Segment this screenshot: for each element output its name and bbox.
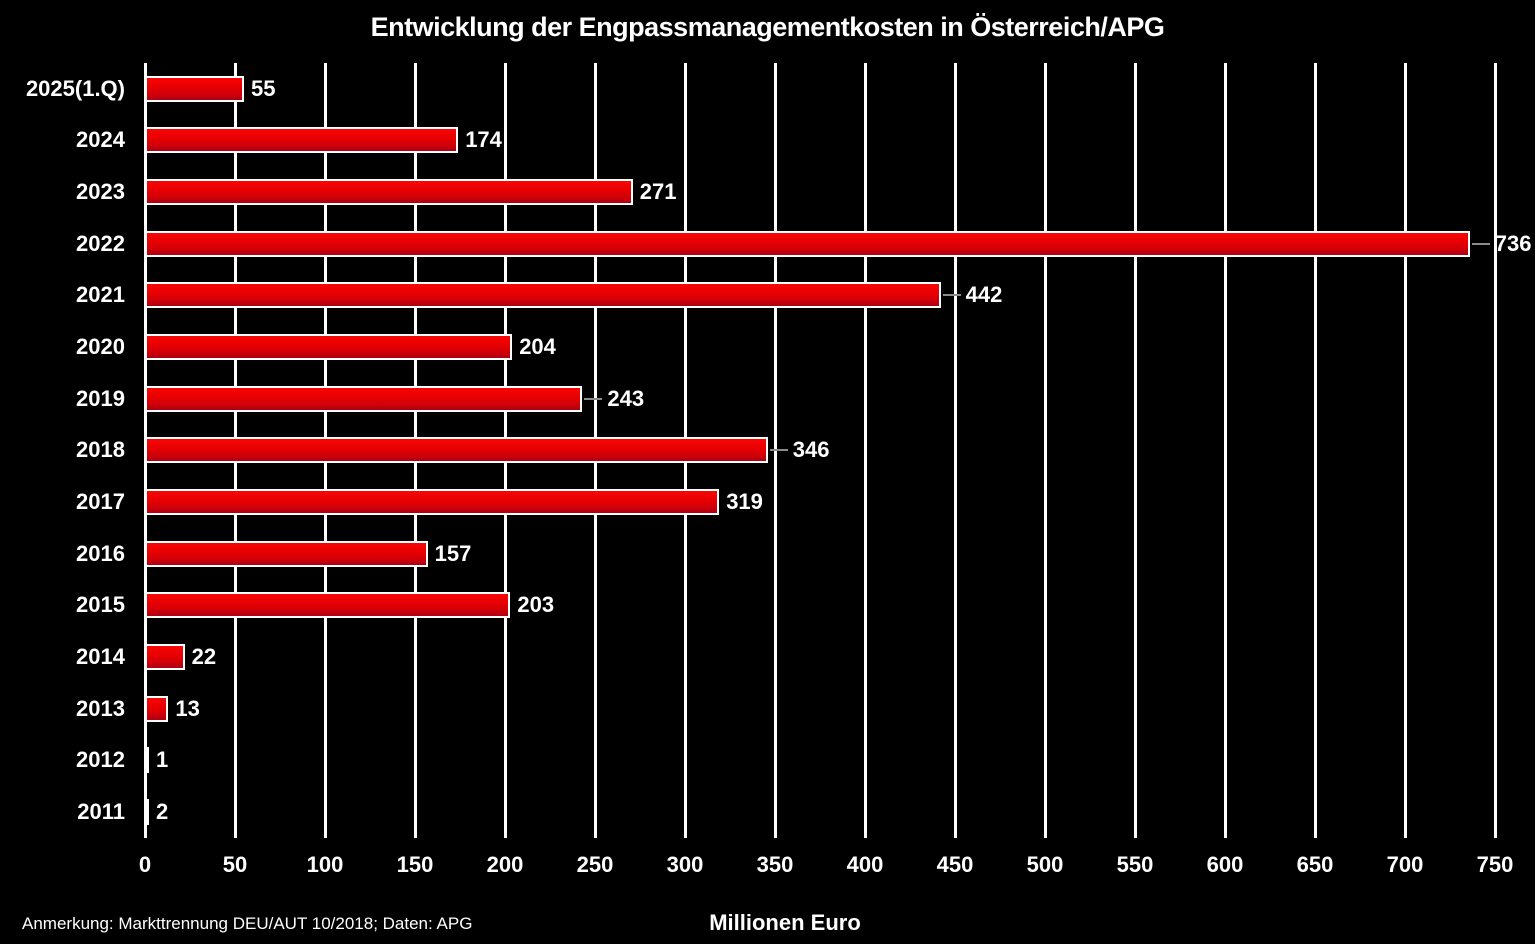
x-tick-label: 750 bbox=[1476, 852, 1514, 877]
chart-title: Entwicklung der Engpassmanagementkosten … bbox=[370, 12, 1165, 42]
bar bbox=[145, 592, 511, 619]
bar-row: 2023 271 bbox=[76, 166, 1495, 218]
bar-row: 2018 346 bbox=[76, 425, 1495, 477]
year-label: 2012 bbox=[76, 747, 125, 773]
year-label: 2014 bbox=[76, 644, 125, 670]
value-label: 2 bbox=[156, 799, 169, 825]
value-label: 22 bbox=[191, 644, 217, 670]
year-label: 2013 bbox=[76, 695, 125, 721]
gridline bbox=[953, 63, 957, 838]
gridline bbox=[1223, 63, 1227, 838]
year-label: 2021 bbox=[76, 282, 125, 308]
value-label: 271 bbox=[639, 179, 677, 205]
bar-row: 2012 1 bbox=[76, 735, 1495, 787]
gridline bbox=[863, 63, 867, 838]
year-label: 2015 bbox=[76, 592, 125, 618]
bar-row: 2017 319 bbox=[76, 476, 1495, 528]
x-tick-label: 50 bbox=[222, 852, 248, 877]
year-label: 2017 bbox=[76, 489, 125, 515]
year-label: 2022 bbox=[76, 230, 125, 256]
gridline bbox=[1403, 63, 1407, 838]
gridline bbox=[1313, 63, 1317, 838]
year-label: 2018 bbox=[76, 437, 125, 463]
value-label: 1 bbox=[156, 747, 169, 773]
bar-row: 2014 22 bbox=[76, 631, 1495, 683]
x-tick-label: 400 bbox=[846, 852, 884, 877]
value-label: 174 bbox=[465, 127, 502, 153]
x-tick-label: 600 bbox=[1206, 852, 1244, 877]
value-label: 204 bbox=[519, 334, 556, 360]
value-label: 13 bbox=[175, 695, 200, 721]
x-tick-label: 500 bbox=[1026, 852, 1064, 877]
bar bbox=[145, 747, 149, 774]
leader-line bbox=[1471, 242, 1490, 245]
bar-row: 2024 174 bbox=[76, 115, 1495, 167]
x-tick-label: 700 bbox=[1386, 852, 1424, 877]
gridline bbox=[1493, 63, 1497, 838]
year-label: 2019 bbox=[76, 385, 125, 411]
value-label: 346 bbox=[792, 437, 830, 463]
bar-row: 2021 442 bbox=[76, 270, 1495, 322]
x-tick-label: 550 bbox=[1116, 852, 1154, 877]
bar bbox=[145, 489, 720, 516]
year-label: 2025(1.Q) bbox=[25, 75, 125, 101]
footnote: Anmerkung: Markttrennung DEU/AUT 10/2018… bbox=[22, 914, 473, 933]
x-tick-label: 150 bbox=[396, 852, 434, 877]
leader-line bbox=[584, 397, 603, 400]
value-label: 203 bbox=[517, 592, 555, 618]
year-label: 2020 bbox=[76, 334, 125, 360]
bar bbox=[145, 127, 459, 154]
x-tick-label: 100 bbox=[306, 852, 344, 877]
bar-row: 2016 157 bbox=[76, 528, 1495, 580]
x-tick-label: 200 bbox=[486, 852, 524, 877]
year-label: 2016 bbox=[76, 540, 125, 566]
x-tick-label: 0 bbox=[138, 852, 152, 877]
bar bbox=[145, 75, 244, 102]
bar bbox=[145, 644, 185, 671]
x-tick-label: 250 bbox=[576, 852, 614, 877]
value-label: 157 bbox=[434, 540, 472, 566]
bar bbox=[145, 179, 633, 206]
bar bbox=[145, 282, 941, 309]
leader-line bbox=[769, 449, 788, 452]
bar-row: 2015 203 bbox=[76, 580, 1495, 632]
value-label: 319 bbox=[726, 489, 763, 515]
bar bbox=[145, 437, 768, 464]
bar-row: 2011 2 bbox=[77, 786, 1495, 838]
gridline bbox=[1043, 63, 1047, 838]
value-label: 243 bbox=[607, 385, 645, 411]
x-axis: 0 50 100 150 200 250 300 350 400 450 500 550 600 650 7… bbox=[139, 852, 1513, 886]
value-label: 442 bbox=[965, 282, 1003, 308]
value-label: 55 bbox=[251, 75, 276, 101]
x-axis-title: Millionen Euro bbox=[709, 910, 861, 935]
x-tick-label: 350 bbox=[756, 852, 794, 877]
x-tick-label: 300 bbox=[666, 852, 704, 877]
bar-row: 2020 204 bbox=[76, 321, 1495, 373]
bar bbox=[145, 230, 1470, 257]
value-label: 736 bbox=[1494, 230, 1532, 256]
plot-area: 2025(1.Q) 55 2024 174 2023 271 2022 736 2021 442 2… bbox=[26, 63, 1532, 838]
bar bbox=[145, 540, 428, 567]
bar-row: 2022 736 bbox=[76, 218, 1532, 270]
year-label: 2023 bbox=[76, 179, 125, 205]
x-tick-label: 650 bbox=[1296, 852, 1334, 877]
year-label: 2024 bbox=[76, 127, 125, 153]
bar-row: 2013 13 bbox=[76, 683, 1495, 735]
bar bbox=[145, 334, 513, 361]
bar-row: 2019 243 bbox=[76, 373, 1495, 425]
bar bbox=[145, 385, 583, 412]
leader-line bbox=[942, 294, 961, 297]
gridline bbox=[1133, 63, 1137, 838]
bar bbox=[145, 799, 149, 826]
x-tick-label: 450 bbox=[936, 852, 974, 877]
year-label: 2011 bbox=[77, 799, 125, 825]
bar bbox=[145, 695, 169, 722]
bar-row: 2025(1.Q) 55 bbox=[26, 63, 1495, 115]
